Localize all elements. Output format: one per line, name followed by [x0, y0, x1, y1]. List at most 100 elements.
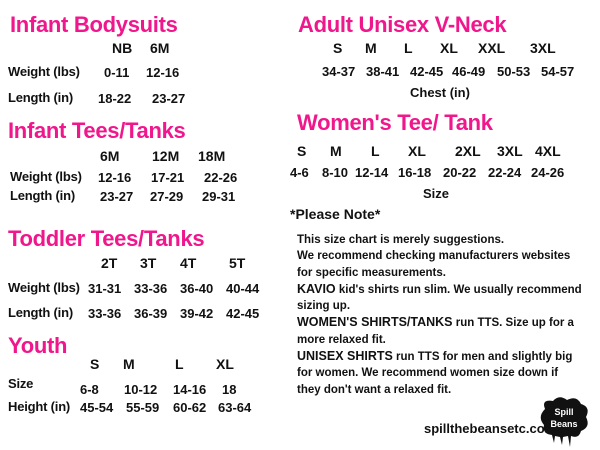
- size-value: 10-12: [124, 382, 158, 397]
- size-header: 3XL: [530, 40, 556, 56]
- measurement-caption: Chest (in): [410, 85, 470, 100]
- note-line: We recommend checking manufacturers webs…: [297, 250, 571, 263]
- size-header: 12M: [152, 148, 180, 164]
- size-value: 23-27: [100, 189, 134, 204]
- size-value: 12-14: [355, 165, 389, 180]
- size-header: 6M: [100, 148, 120, 164]
- size-value: 0-11: [104, 65, 130, 80]
- row-label: Weight (lbs): [8, 64, 80, 79]
- size-value: 12-16: [146, 65, 180, 80]
- size-header: M: [123, 356, 135, 372]
- section-title: Youth: [8, 333, 68, 358]
- size-value: 42-45: [226, 306, 260, 321]
- size-header: 18M: [198, 148, 226, 164]
- size-value: 20-22: [443, 165, 477, 180]
- size-header: NB: [112, 40, 133, 56]
- note-unisex: UNISEX SHIRTS run TTS for men and slight…: [297, 348, 597, 365]
- section-title: Infant Bodysuits: [10, 12, 178, 37]
- spill-the-beans-logo: Spill Beans: [540, 397, 588, 447]
- size-value: 36-40: [180, 281, 214, 296]
- size-value: 16-18: [398, 165, 432, 180]
- size-value: 34-37: [322, 64, 356, 79]
- row-label: Length (in): [8, 305, 73, 320]
- website-link[interactable]: spillthebeansetc.com: [424, 421, 557, 436]
- measurement-caption: Size: [423, 186, 450, 201]
- size-value: 33-36: [88, 306, 122, 321]
- size-value: 6-8: [80, 382, 99, 397]
- note-kavio-text: kid's shirts run slim. We usually recomm…: [335, 283, 582, 296]
- size-value: 29-31: [202, 189, 236, 204]
- row-label: Weight (lbs): [10, 169, 82, 184]
- note-line: more relaxed fit.: [297, 333, 386, 346]
- size-header: 4T: [180, 255, 197, 271]
- size-header: 6M: [150, 40, 170, 56]
- size-value: 23-27: [152, 91, 186, 106]
- size-value: 17-21: [151, 170, 185, 185]
- size-header: XL: [216, 356, 234, 372]
- size-header: L: [371, 143, 380, 159]
- size-value: 38-41: [366, 64, 400, 79]
- size-value: 8-10: [322, 165, 349, 180]
- please-note: This size chart is merely suggestions. W…: [297, 232, 597, 398]
- note-line: This size chart is merely suggestions.: [297, 234, 505, 246]
- size-value: 60-62: [173, 400, 207, 415]
- size-header: L: [175, 356, 184, 372]
- size-header: M: [330, 143, 342, 159]
- size-value: 14-16: [173, 382, 207, 397]
- size-header: 3XL: [497, 143, 523, 159]
- note-women-bold: WOMEN'S SHIRTS/TANKS: [297, 315, 453, 330]
- size-header: 4XL: [535, 143, 561, 159]
- size-value: 31-31: [88, 281, 122, 296]
- size-value: 45-54: [80, 400, 114, 415]
- section-title: Infant Tees/Tanks: [8, 118, 186, 143]
- size-header: L: [404, 40, 413, 56]
- section-title: Adult Unisex V-Neck: [298, 12, 507, 37]
- note-line: for women. We recommend women size down …: [297, 367, 559, 380]
- note-line: they don't want a relaxed fit.: [297, 383, 452, 396]
- size-value: 42-45: [410, 64, 444, 79]
- svg-text:Spill: Spill: [554, 407, 573, 417]
- row-label: Size: [8, 376, 34, 391]
- size-value: 24-26: [531, 165, 565, 180]
- row-label: Length (in): [8, 90, 73, 105]
- note-kavio-bold: KAVIO: [297, 281, 336, 296]
- size-value: 22-26: [204, 170, 238, 185]
- section-title: Women's Tee/ Tank: [297, 110, 493, 135]
- size-value: 55-59: [126, 400, 160, 415]
- size-value: 18-22: [98, 91, 132, 106]
- note-line: sizing up.: [297, 300, 351, 313]
- size-header: 3T: [140, 255, 157, 271]
- note-kavio: KAVIO kid's shirts run slim. We usually …: [297, 281, 597, 298]
- row-label: Length (in): [10, 188, 75, 203]
- size-value: 22-24: [488, 165, 522, 180]
- svg-text:Beans: Beans: [550, 419, 577, 429]
- size-value: 27-29: [150, 189, 184, 204]
- note-unisex-text: run TTS for men and slightly big: [392, 351, 573, 364]
- size-header: M: [365, 40, 377, 56]
- size-header: 5T: [229, 255, 246, 271]
- size-value: 63-64: [218, 400, 252, 415]
- size-header: S: [333, 40, 343, 56]
- size-header: XXL: [478, 40, 506, 56]
- row-label: Weight (lbs): [8, 280, 80, 295]
- size-header: XL: [440, 40, 458, 56]
- size-value: 50-53: [497, 64, 531, 79]
- note-women: WOMEN'S SHIRTS/TANKS run TTS. Size up fo…: [297, 314, 597, 331]
- size-value: 33-36: [134, 281, 168, 296]
- size-header: 2XL: [455, 143, 481, 159]
- note-title: *Please Note*: [290, 206, 381, 222]
- size-header: S: [297, 143, 307, 159]
- size-value: 46-49: [452, 64, 486, 79]
- size-value: 18: [222, 382, 237, 397]
- size-value: 39-42: [180, 306, 214, 321]
- size-value: 4-6: [290, 165, 309, 180]
- note-line: for specific measurements.: [297, 266, 446, 279]
- size-value: 54-57: [541, 64, 575, 79]
- size-header: XL: [408, 143, 426, 159]
- size-value: 36-39: [134, 306, 168, 321]
- size-header: 2T: [101, 255, 118, 271]
- row-label: Height (in): [8, 399, 71, 414]
- size-value: 40-44: [226, 281, 260, 296]
- note-women-text: run TTS. Size up for a: [452, 317, 574, 330]
- size-header: S: [90, 356, 100, 372]
